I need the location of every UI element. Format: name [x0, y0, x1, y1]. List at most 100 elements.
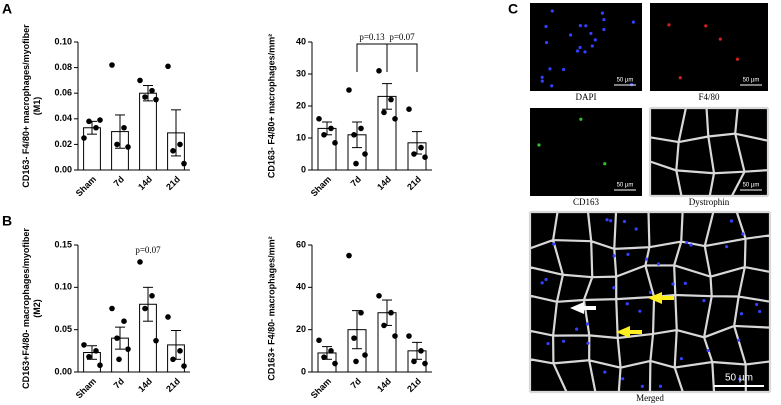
nucleus — [544, 277, 548, 282]
nucleus — [603, 162, 607, 166]
scale-label: 50 µm — [617, 78, 634, 84]
nucleus — [540, 79, 544, 83]
micrograph: 50 µm DAPI — [530, 3, 642, 102]
nucleus — [590, 44, 594, 48]
y-tick-label: 0.10 — [54, 282, 72, 292]
data-point — [149, 87, 155, 94]
nucleus — [678, 76, 682, 80]
nucleus — [585, 322, 589, 326]
data-point — [153, 337, 159, 344]
image-background — [650, 108, 768, 196]
data-point — [376, 293, 382, 299]
y-tick-label: 10 — [296, 132, 306, 142]
annotation: p=0.07 — [389, 32, 415, 42]
x-tick-label: 21d — [405, 376, 423, 394]
data-point — [93, 348, 99, 354]
data-point — [316, 116, 322, 122]
data-point — [181, 160, 187, 167]
data-point — [142, 94, 148, 100]
data-point — [114, 141, 120, 148]
data-point — [346, 252, 352, 259]
error-bar — [115, 114, 125, 149]
data-point — [321, 132, 327, 138]
data-point — [362, 352, 368, 358]
nucleus — [737, 338, 741, 342]
nucleus — [584, 24, 588, 28]
arrow — [648, 292, 674, 304]
data-point — [422, 360, 428, 367]
nucleus — [589, 31, 593, 36]
data-point — [177, 348, 183, 354]
data-point — [177, 141, 183, 148]
data-point — [392, 116, 398, 122]
y-tick-label: 20 — [296, 100, 306, 110]
nucleus — [671, 282, 675, 286]
data-point — [121, 318, 127, 325]
data-point — [125, 144, 131, 150]
data-point — [418, 144, 424, 151]
y-tick-label: 0.05 — [54, 324, 72, 334]
scale-label: 50 µm — [743, 78, 760, 84]
scale-label: 50 µm — [725, 373, 753, 384]
nucleus — [550, 84, 554, 88]
nucleus — [626, 252, 630, 256]
x-tick-label: Sham — [309, 376, 333, 400]
y-tick-label: 0 — [301, 366, 306, 376]
nucleus — [548, 67, 552, 71]
panel-label: A — [2, 1, 12, 17]
data-point — [381, 322, 387, 329]
bar — [139, 92, 157, 171]
data-point — [321, 354, 327, 360]
data-point — [406, 106, 412, 112]
membrane — [528, 210, 772, 394]
nucleus — [622, 219, 627, 224]
data-point — [93, 124, 99, 131]
data-point — [411, 151, 417, 157]
membrane — [648, 106, 770, 198]
nucleus — [546, 341, 550, 346]
nucleus — [576, 49, 580, 53]
nucleus — [575, 327, 579, 331]
nucleus — [602, 18, 606, 22]
nucleus — [739, 312, 744, 316]
nucleus — [644, 257, 649, 261]
annotation: p=0.07 — [135, 245, 161, 255]
nucleus — [540, 281, 544, 285]
x-tick-label: 14d — [136, 376, 154, 394]
nucleus — [725, 245, 729, 249]
caption: F4/80 — [698, 92, 720, 102]
nucleus — [658, 384, 663, 388]
data-point — [328, 125, 334, 132]
x-tick-label: Sham — [74, 174, 98, 198]
nucleus — [729, 219, 734, 223]
y-tick-label: 40 — [296, 282, 306, 292]
x-tick-label: 7d — [349, 376, 364, 391]
y-tick-label: 0.00 — [54, 366, 72, 376]
image-background — [650, 3, 768, 91]
data-point — [418, 348, 424, 354]
y-tick-label: 20 — [296, 324, 306, 334]
data-point — [153, 96, 159, 103]
nucleus — [755, 302, 759, 307]
nucleus — [593, 38, 597, 42]
x-tick-label: 21d — [405, 174, 423, 192]
data-point — [353, 358, 359, 365]
x-tick-label: 7d — [349, 174, 364, 189]
data-point — [346, 87, 352, 93]
nucleus — [689, 243, 693, 247]
nucleus — [758, 309, 762, 314]
y-tick-label: 0.15 — [54, 239, 72, 249]
error-bar — [115, 326, 125, 350]
y-axis-label: CD163- F4/80+ macrophages/myofiber — [21, 24, 31, 188]
y-tick-label: 0.04 — [54, 113, 72, 123]
caption: DAPI — [575, 92, 596, 102]
nucleus — [537, 143, 541, 147]
micrograph: 50 µm F4/80 — [650, 3, 768, 102]
arrow — [616, 326, 642, 338]
data-point — [86, 118, 92, 125]
nucleus — [625, 302, 629, 306]
nucleus — [640, 384, 644, 388]
nucleus — [631, 20, 635, 24]
nucleus — [656, 262, 661, 266]
